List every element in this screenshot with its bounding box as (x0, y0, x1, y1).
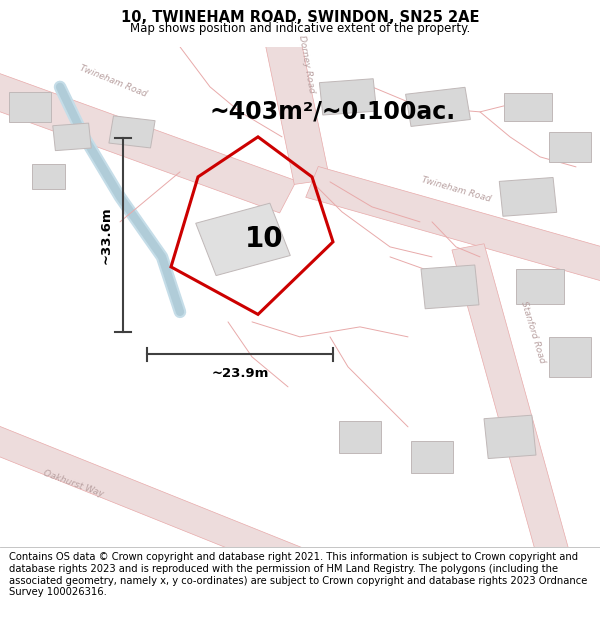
Text: Map shows position and indicative extent of the property.: Map shows position and indicative extent… (130, 22, 470, 35)
Bar (421, 265, 479, 309)
Bar (516, 269, 564, 304)
Bar (504, 93, 552, 121)
Polygon shape (0, 424, 319, 579)
Bar (339, 421, 381, 453)
Bar (549, 337, 591, 377)
Text: Contains OS data © Crown copyright and database right 2021. This information is : Contains OS data © Crown copyright and d… (9, 552, 587, 597)
Polygon shape (306, 166, 600, 288)
Bar (53, 123, 91, 151)
Bar (549, 132, 591, 162)
Text: Dorney Road: Dorney Road (297, 34, 316, 94)
Bar (196, 203, 290, 276)
Text: Stanford Road: Stanford Road (519, 299, 547, 364)
Text: ~403m²/~0.100ac.: ~403m²/~0.100ac. (210, 99, 456, 123)
Polygon shape (264, 34, 330, 184)
Bar (9, 92, 51, 122)
Polygon shape (452, 244, 574, 575)
Bar (406, 88, 470, 126)
Text: ~23.9m: ~23.9m (211, 367, 269, 380)
Polygon shape (0, 66, 296, 213)
Text: Twineham Road: Twineham Road (78, 64, 148, 99)
Bar (319, 79, 377, 115)
Text: Twineham Road: Twineham Road (420, 176, 491, 204)
Text: 10, TWINEHAM ROAD, SWINDON, SN25 2AE: 10, TWINEHAM ROAD, SWINDON, SN25 2AE (121, 10, 479, 25)
Bar (484, 415, 536, 459)
Text: Oakhurst Way: Oakhurst Way (42, 469, 105, 499)
Bar (32, 164, 65, 189)
Bar (499, 177, 557, 216)
Text: ~33.6m: ~33.6m (99, 206, 112, 264)
Text: 10: 10 (245, 226, 283, 253)
Bar (411, 441, 453, 473)
Bar (109, 116, 155, 148)
